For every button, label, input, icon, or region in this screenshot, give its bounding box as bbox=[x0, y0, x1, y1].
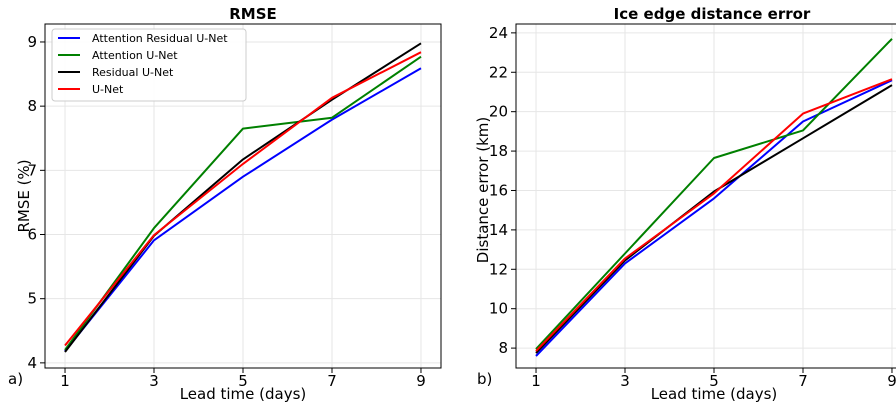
series-line-attention-u-net bbox=[535, 38, 893, 350]
legend-label-attention-residual-u-net: Attention Residual U-Net bbox=[92, 32, 228, 45]
series-line-attention-u-net bbox=[64, 55, 422, 351]
rmse-legend: Attention Residual U-Net Attention U-Net R… bbox=[51, 28, 247, 102]
legend-label-u-net: U-Net bbox=[92, 83, 124, 96]
y-tick-label: 5 bbox=[27, 290, 37, 308]
distance-ticks: 1 3 5 7 9 8 10 12 14 16 18 20 22 24 bbox=[489, 24, 896, 390]
x-tick-label: 3 bbox=[149, 372, 159, 390]
x-tick-label: 5 bbox=[238, 372, 248, 390]
x-tick-label: 3 bbox=[620, 372, 630, 390]
x-tick-label: 9 bbox=[416, 372, 426, 390]
distance-panel-label: b) bbox=[477, 370, 492, 388]
rmse-title: RMSE bbox=[229, 5, 277, 23]
y-tick-label: 12 bbox=[489, 260, 508, 278]
y-tick-label: 10 bbox=[489, 300, 508, 318]
series-line-u-net bbox=[64, 51, 422, 347]
x-tick-label: 7 bbox=[327, 372, 337, 390]
rmse-ylabel: RMSE (%) bbox=[15, 159, 33, 232]
distance-ylabel: Distance error (km) bbox=[474, 117, 492, 263]
distance-series bbox=[535, 38, 893, 357]
series-line-attention-residual-u-net bbox=[535, 79, 893, 357]
x-tick-label: 9 bbox=[887, 372, 896, 390]
rmse-panel: RMSE 1 3 5 7 9 4 5 6 7 8 9 Lead time (days) RMSE (… bbox=[8, 5, 442, 403]
x-tick-label: 7 bbox=[798, 372, 808, 390]
rmse-ticks: 1 3 5 7 9 4 5 6 7 8 9 bbox=[27, 33, 425, 390]
distance-xlabel: Lead time (days) bbox=[651, 385, 778, 403]
y-tick-label: 6 bbox=[27, 226, 37, 244]
y-tick-label: 9 bbox=[27, 33, 37, 51]
legend-label-attention-u-net: Attention U-Net bbox=[92, 49, 178, 62]
legend-frame bbox=[51, 28, 247, 102]
y-tick-label: 8 bbox=[27, 97, 37, 115]
y-tick-label: 20 bbox=[489, 103, 508, 121]
series-line-residual-u-net bbox=[535, 84, 893, 354]
rmse-panel-label: a) bbox=[8, 370, 23, 388]
rmse-xlabel: Lead time (days) bbox=[180, 385, 307, 403]
y-tick-label: 14 bbox=[489, 221, 508, 239]
x-tick-label: 5 bbox=[709, 372, 719, 390]
y-tick-label: 24 bbox=[489, 24, 508, 42]
distance-panel: Ice edge distance error 1 3 5 7 9 8 10 12 14 16 18… bbox=[474, 5, 896, 403]
distance-title: Ice edge distance error bbox=[614, 5, 811, 23]
y-tick-label: 16 bbox=[489, 181, 508, 199]
x-tick-label: 1 bbox=[531, 372, 541, 390]
y-tick-label: 4 bbox=[27, 354, 37, 372]
y-tick-label: 22 bbox=[489, 63, 508, 81]
series-line-attention-residual-u-net bbox=[64, 67, 422, 352]
series-line-residual-u-net bbox=[64, 42, 422, 353]
y-tick-label: 18 bbox=[489, 142, 508, 160]
series-line-u-net bbox=[535, 78, 893, 352]
x-tick-label: 1 bbox=[60, 372, 70, 390]
y-tick-label: 8 bbox=[498, 339, 508, 357]
y-tick-label: 7 bbox=[27, 161, 37, 179]
rmse-series bbox=[64, 42, 422, 353]
legend-label-residual-u-net: Residual U-Net bbox=[92, 66, 174, 79]
